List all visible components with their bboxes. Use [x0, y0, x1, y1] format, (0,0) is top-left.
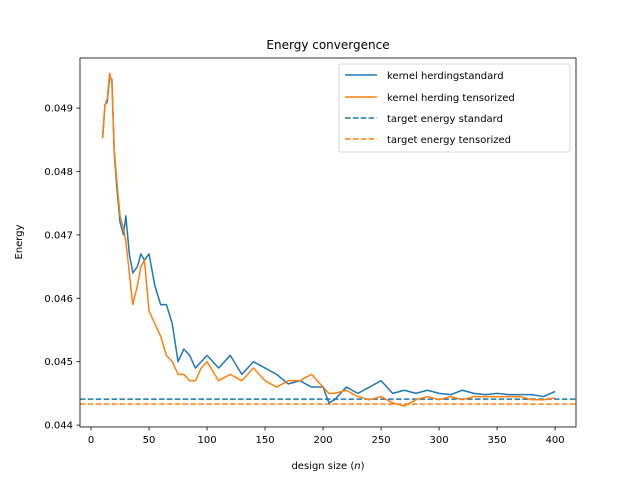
y-tick-label-3: 0.047 — [44, 230, 73, 241]
x-axis-label: design size (n) — [291, 461, 364, 472]
chart-title: Energy convergence — [266, 38, 389, 52]
x-tick-label-250: 250 — [372, 435, 391, 446]
x-tick-label-350: 350 — [488, 435, 507, 446]
x-tick-label-100: 100 — [197, 435, 216, 446]
x-tick-label-0: 0 — [88, 435, 94, 446]
y-tick-label-5: 0.049 — [44, 104, 73, 115]
series-line-1 — [101, 72, 556, 407]
x-tick-label-400: 400 — [546, 435, 565, 446]
x-axis: 0 50 100 150 200 250 300 350 400 — [88, 427, 565, 446]
legend-box — [338, 63, 571, 153]
legend-label-herding-tensorized: kernel herding tensorized — [387, 93, 515, 104]
y-axis-label: Energy — [14, 224, 25, 259]
series-lines — [101, 72, 556, 407]
plot-frame — [79, 57, 577, 428]
y-tick-label-4: 0.048 — [44, 167, 73, 178]
x-tick-label-300: 300 — [430, 435, 449, 446]
y-tick-label-0: 0.044 — [44, 421, 73, 432]
y-tick-label-2: 0.046 — [44, 294, 73, 305]
legend: kernel herdingstandard kernel herding te… — [338, 63, 571, 153]
series-line-0 — [101, 75, 556, 404]
x-tick-label-50: 50 — [143, 435, 156, 446]
legend-label-target-standard: target energy standard — [387, 114, 503, 125]
x-tick-label-150: 150 — [256, 435, 275, 446]
x-tick-label-200: 200 — [314, 435, 333, 446]
y-axis: 0.044 0.045 0.046 0.047 0.048 0.049 — [44, 104, 80, 432]
legend-label-herding-standard: kernel herdingstandard — [387, 71, 504, 82]
y-tick-label-1: 0.045 — [44, 357, 73, 368]
legend-label-target-tensorized: target energy tensorized — [387, 135, 511, 146]
